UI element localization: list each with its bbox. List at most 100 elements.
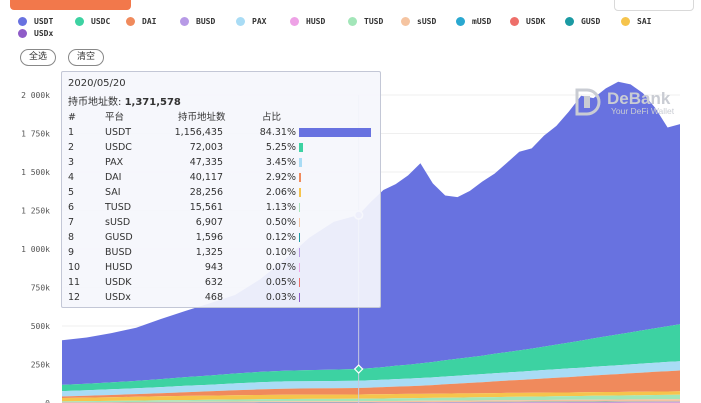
row-share: 0.07%	[265, 262, 296, 273]
tooltip: 2020/05/20 持币地址数: 1,371,578 # 平台 持币地址数 占…	[61, 71, 381, 308]
row-count: 72,003	[189, 142, 223, 153]
row-count: 943	[204, 262, 223, 273]
row-rank: 11	[68, 277, 81, 288]
legend-item-usdx[interactable]: USDx	[18, 29, 53, 38]
header-share: 占比	[262, 112, 282, 123]
tooltip-date: 2020/05/20	[68, 78, 126, 89]
row-count: 1,325	[195, 247, 223, 258]
row-share: 1.13%	[265, 202, 296, 213]
legend-dot-icon	[75, 17, 84, 26]
row-share-bar	[299, 293, 300, 302]
cursor-point-usdc	[353, 364, 364, 374]
tooltip-row: 7 sUSD 6,907 0.50%	[62, 215, 380, 230]
row-platform: DAI	[105, 172, 122, 183]
row-rank: 3	[68, 157, 75, 168]
tooltip-total: 持币地址数: 1,371,578	[68, 93, 181, 108]
legend-item-gusd[interactable]: GUSD	[565, 17, 600, 26]
legend-dot-icon	[18, 17, 27, 26]
row-share-bar	[299, 203, 300, 212]
area-series-gusd	[62, 401, 680, 403]
tooltip-row: 6 TUSD 15,561 1.13%	[62, 200, 380, 215]
legend-label: USDK	[526, 17, 546, 26]
row-rank: 6	[68, 202, 75, 213]
legend-item-sai[interactable]: SAI	[621, 17, 651, 26]
row-platform: USDT	[105, 127, 132, 138]
row-share-bar	[299, 188, 301, 197]
row-share: 3.45%	[265, 157, 296, 168]
legend-label: GUSD	[581, 17, 601, 26]
watermark-tagline: Your DeFi Wallet	[611, 106, 675, 116]
active-tab[interactable]	[10, 0, 131, 10]
row-share-bar	[299, 143, 304, 152]
y-tick-label: 250k	[31, 361, 50, 370]
legend-dot-icon	[401, 17, 410, 26]
tooltip-row: 9 BUSD 1,325 0.10%	[62, 245, 380, 260]
row-platform: BUSD	[105, 247, 132, 258]
area-series-susd	[62, 399, 680, 403]
row-share-bar	[299, 278, 300, 287]
select-all-button[interactable]: 全选	[20, 49, 56, 66]
legend-item-busd[interactable]: BUSD	[180, 17, 215, 26]
legend-label: HUSD	[306, 17, 326, 26]
tooltip-header: # 平台 持币地址数 占比	[62, 110, 380, 125]
tooltip-row: 3 PAX 47,335 3.45%	[62, 155, 380, 170]
row-share: 0.05%	[265, 277, 296, 288]
legend-label: mUSD	[472, 17, 492, 26]
row-count: 1,596	[195, 232, 223, 243]
legend-dot-icon	[621, 17, 630, 26]
legend-item-pax[interactable]: PAX	[236, 17, 266, 26]
legend-item-dai[interactable]: DAI	[126, 17, 156, 26]
legend-dot-icon	[348, 17, 357, 26]
tooltip-row: 10 HUSD 943 0.07%	[62, 260, 380, 275]
row-rank: 4	[68, 172, 75, 183]
row-rank: 12	[68, 292, 81, 303]
legend-label: SAI	[637, 17, 652, 26]
row-share-bar	[299, 158, 302, 167]
legend-dot-icon	[236, 17, 245, 26]
legend-item-husd[interactable]: HUSD	[290, 17, 325, 26]
row-rank: 10	[68, 262, 81, 273]
row-count: 6,907	[195, 217, 223, 228]
legend-dot-icon	[180, 17, 189, 26]
legend-dot-icon	[456, 17, 465, 26]
row-share-bar	[299, 233, 300, 242]
row-share-bar	[299, 263, 300, 272]
row-rank: 2	[68, 142, 75, 153]
legend-item-usdk[interactable]: USDK	[510, 17, 545, 26]
header-platform: 平台	[105, 112, 125, 123]
area-series-tusd	[62, 394, 680, 403]
row-rank: 7	[68, 217, 75, 228]
row-platform: PAX	[105, 157, 124, 168]
row-rank: 9	[68, 247, 75, 258]
legend-item-musd[interactable]: mUSD	[456, 17, 491, 26]
legend-label: USDx	[34, 29, 54, 38]
y-tick-label: 750k	[31, 284, 50, 293]
tooltip-total-label: 持币地址数:	[68, 97, 122, 108]
period-select[interactable]	[614, 0, 694, 11]
legend-label: USDC	[91, 17, 111, 26]
legend-item-usdc[interactable]: USDC	[75, 17, 110, 26]
clear-button[interactable]: 清空	[68, 49, 104, 66]
row-count: 468	[204, 292, 223, 303]
row-platform: USDC	[105, 142, 132, 153]
row-platform: TUSD	[105, 202, 132, 213]
debank-watermark: DeBank Your DeFi Wallet	[575, 88, 675, 116]
row-platform: sUSD	[105, 217, 131, 228]
row-platform: SAI	[105, 187, 121, 198]
row-share-bar	[299, 248, 300, 257]
area-series-sai	[62, 391, 680, 402]
legend-dot-icon	[565, 17, 574, 26]
legend-item-tusd[interactable]: TUSD	[348, 17, 383, 26]
legend-dot-icon	[290, 17, 299, 26]
row-platform: HUSD	[105, 262, 133, 273]
row-share: 0.10%	[265, 247, 296, 258]
debank-logo-icon	[575, 88, 601, 116]
row-count: 632	[204, 277, 223, 288]
watermark-brand: DeBank	[607, 89, 671, 108]
y-tick-label: 1 500k	[21, 168, 50, 177]
legend-item-usdt[interactable]: USDT	[18, 17, 53, 26]
legend-item-susd[interactable]: sUSD	[401, 17, 436, 26]
row-count: 47,335	[189, 157, 223, 168]
row-share-bar	[299, 128, 371, 137]
legend-dot-icon	[126, 17, 135, 26]
